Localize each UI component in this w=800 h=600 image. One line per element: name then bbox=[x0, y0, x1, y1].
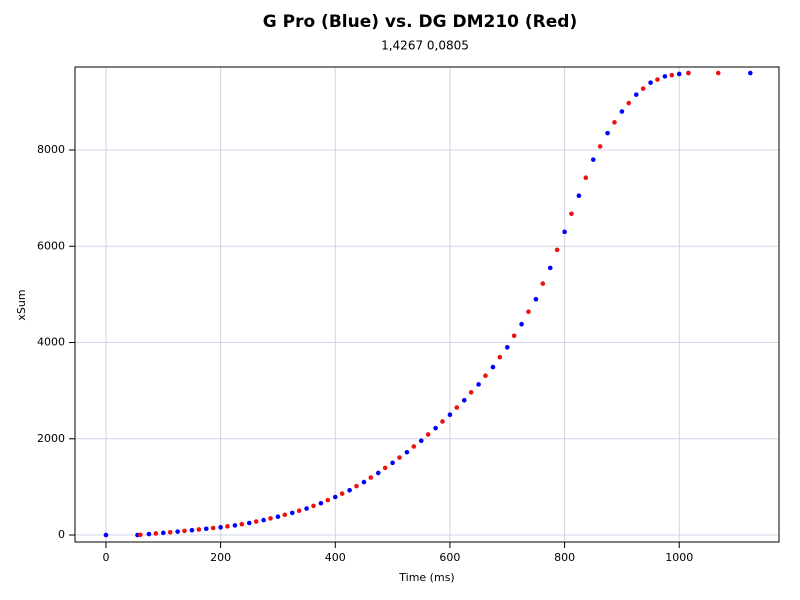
x-tick-label: 400 bbox=[325, 551, 346, 564]
point bbox=[669, 72, 675, 78]
point bbox=[397, 455, 402, 460]
point bbox=[554, 247, 560, 253]
point bbox=[296, 508, 302, 514]
point bbox=[253, 519, 259, 524]
point bbox=[375, 470, 381, 476]
point bbox=[261, 517, 266, 523]
x-axis-label: Time (ms) bbox=[398, 571, 454, 584]
point bbox=[590, 157, 596, 162]
point bbox=[268, 516, 273, 521]
chart-title: G Pro (Blue) vs. DG DM210 (Red) bbox=[263, 12, 578, 32]
y-tick-label: 4000 bbox=[37, 336, 65, 349]
point bbox=[347, 487, 352, 493]
y-tick-label: 2000 bbox=[37, 432, 65, 445]
y-tick-label: 6000 bbox=[37, 239, 65, 252]
point bbox=[483, 373, 488, 379]
point bbox=[418, 438, 424, 443]
point bbox=[175, 529, 180, 534]
point bbox=[612, 120, 617, 125]
point bbox=[182, 528, 187, 534]
point bbox=[440, 419, 445, 424]
y-axis-label: xSum bbox=[15, 289, 28, 320]
x-tick-label: 600 bbox=[439, 551, 460, 564]
point bbox=[633, 92, 639, 97]
point bbox=[232, 523, 238, 528]
point bbox=[138, 532, 143, 538]
point bbox=[454, 405, 460, 410]
point bbox=[339, 491, 345, 496]
point bbox=[153, 531, 159, 536]
point bbox=[676, 71, 682, 77]
point bbox=[511, 333, 517, 339]
point bbox=[583, 175, 589, 180]
point bbox=[748, 70, 753, 76]
point bbox=[562, 229, 567, 235]
point bbox=[103, 532, 109, 538]
point bbox=[218, 525, 223, 530]
point bbox=[490, 364, 496, 370]
point bbox=[648, 80, 653, 85]
point bbox=[540, 281, 546, 286]
point bbox=[605, 130, 610, 136]
point bbox=[325, 497, 331, 503]
point bbox=[304, 506, 309, 511]
point bbox=[382, 465, 388, 471]
point bbox=[447, 412, 453, 418]
point bbox=[533, 296, 539, 302]
point bbox=[390, 460, 395, 466]
chart-subtitle: 1,4267 0,0805 bbox=[381, 39, 469, 53]
plot-border bbox=[74, 66, 780, 543]
x-tick-label: 200 bbox=[210, 551, 231, 564]
point bbox=[569, 211, 574, 217]
point bbox=[497, 354, 503, 360]
x-tick-label: 1000 bbox=[665, 551, 693, 564]
point bbox=[239, 521, 245, 527]
point bbox=[597, 144, 603, 149]
point bbox=[354, 483, 359, 489]
point bbox=[167, 529, 173, 535]
point bbox=[619, 109, 625, 114]
point bbox=[160, 530, 166, 536]
y-tick-label: 8000 bbox=[37, 143, 65, 156]
point bbox=[411, 444, 417, 449]
point bbox=[526, 309, 531, 315]
point bbox=[318, 500, 324, 506]
point bbox=[246, 520, 252, 526]
point bbox=[282, 512, 288, 518]
point bbox=[368, 475, 374, 480]
point bbox=[196, 527, 202, 532]
point bbox=[210, 525, 216, 531]
x-tick-label: 800 bbox=[554, 551, 575, 564]
point bbox=[203, 526, 209, 532]
point bbox=[686, 70, 691, 76]
point bbox=[289, 510, 295, 516]
point bbox=[189, 527, 195, 533]
point bbox=[404, 449, 410, 455]
point bbox=[332, 494, 338, 500]
point bbox=[225, 524, 230, 529]
point bbox=[576, 193, 582, 199]
point bbox=[662, 74, 668, 79]
point bbox=[275, 514, 281, 520]
point bbox=[433, 425, 438, 431]
point bbox=[425, 432, 431, 437]
point bbox=[626, 100, 632, 106]
point bbox=[504, 345, 510, 350]
point bbox=[146, 531, 152, 537]
x-tick-label: 0 bbox=[102, 551, 109, 564]
point bbox=[640, 86, 646, 91]
point bbox=[715, 70, 721, 76]
point bbox=[655, 77, 660, 82]
point bbox=[361, 479, 367, 485]
point bbox=[476, 382, 481, 387]
point bbox=[311, 503, 316, 509]
point bbox=[461, 397, 467, 403]
y-tick-label: 0 bbox=[58, 528, 65, 541]
point bbox=[519, 321, 524, 327]
point bbox=[468, 390, 474, 395]
point bbox=[547, 265, 553, 271]
